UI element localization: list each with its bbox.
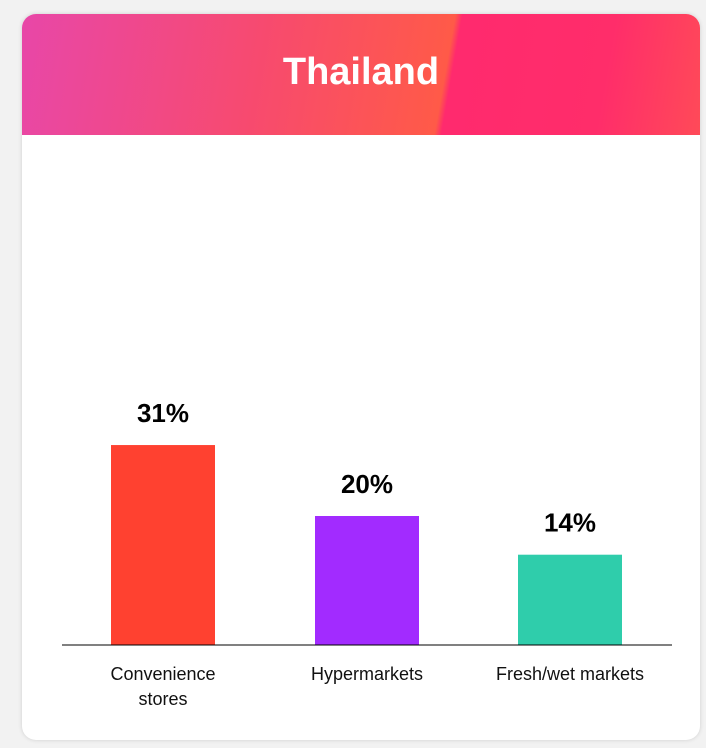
header: [22, 14, 700, 135]
bar: [315, 516, 419, 645]
value-label: 20%: [341, 469, 393, 499]
bar: [518, 554, 622, 645]
value-label: 31%: [137, 398, 189, 428]
value-label: 14%: [544, 508, 596, 538]
category-label: Hypermarkets: [310, 664, 424, 684]
bar: [111, 445, 215, 645]
category-label: Convenience stores: [110, 664, 216, 709]
chart-title: Thailand: [282, 51, 440, 93]
category-label: Fresh/wet markets: [495, 664, 645, 684]
